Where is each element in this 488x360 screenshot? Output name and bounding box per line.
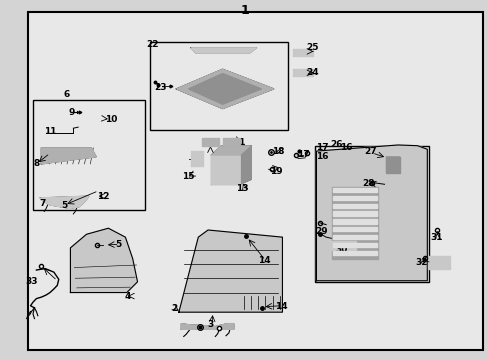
Text: 2: 2	[170, 304, 177, 313]
Text: 23: 23	[154, 83, 167, 92]
Text: 10: 10	[104, 115, 117, 124]
Polygon shape	[385, 157, 399, 173]
Polygon shape	[427, 256, 449, 269]
Text: 14: 14	[257, 256, 270, 265]
Text: 5: 5	[61, 201, 67, 210]
Polygon shape	[332, 243, 376, 247]
Text: 26: 26	[330, 140, 343, 149]
Polygon shape	[179, 230, 282, 312]
Text: 9: 9	[68, 108, 75, 117]
Text: 3: 3	[207, 320, 213, 329]
Polygon shape	[191, 48, 256, 53]
Text: 24: 24	[305, 68, 318, 77]
Bar	[33, 100, 144, 210]
Text: 11: 11	[43, 127, 56, 136]
Text: 28: 28	[362, 179, 374, 188]
Text: 8: 8	[33, 159, 40, 168]
Polygon shape	[211, 155, 241, 184]
Text: 14: 14	[274, 302, 286, 311]
Bar	[149, 42, 287, 130]
Polygon shape	[292, 69, 312, 76]
Polygon shape	[292, 49, 312, 56]
Text: 27: 27	[364, 147, 376, 156]
Polygon shape	[331, 187, 377, 258]
Text: 15: 15	[182, 172, 194, 181]
Text: 31: 31	[429, 233, 442, 242]
Text: 1: 1	[240, 4, 248, 17]
Polygon shape	[40, 196, 89, 208]
Polygon shape	[241, 146, 251, 184]
Polygon shape	[325, 241, 356, 249]
Text: 12: 12	[97, 192, 109, 201]
Polygon shape	[332, 251, 376, 255]
Text: 29: 29	[314, 227, 327, 236]
Polygon shape	[332, 219, 376, 224]
Polygon shape	[176, 69, 273, 109]
Text: 20: 20	[204, 140, 216, 149]
Polygon shape	[191, 152, 203, 166]
Text: 33: 33	[26, 277, 38, 286]
Text: 13: 13	[235, 184, 248, 193]
Text: 17: 17	[296, 150, 308, 159]
Bar	[314, 146, 428, 282]
Text: 4: 4	[124, 292, 131, 301]
Text: 5: 5	[115, 240, 121, 249]
Text: 17: 17	[315, 143, 328, 152]
Polygon shape	[332, 211, 376, 216]
Polygon shape	[70, 228, 137, 293]
Text: 18: 18	[272, 147, 284, 156]
Text: 16: 16	[315, 152, 328, 161]
Text: 16: 16	[340, 143, 352, 152]
Text: 25: 25	[305, 43, 318, 52]
Polygon shape	[332, 227, 376, 231]
Text: 22: 22	[145, 40, 158, 49]
Text: 7: 7	[40, 199, 46, 208]
Polygon shape	[316, 145, 427, 281]
Text: 30: 30	[335, 245, 347, 254]
Polygon shape	[181, 324, 233, 329]
Text: 19: 19	[269, 167, 282, 176]
Polygon shape	[188, 73, 261, 104]
Text: 6: 6	[64, 90, 70, 99]
Polygon shape	[41, 148, 96, 164]
Polygon shape	[332, 203, 376, 208]
Polygon shape	[201, 138, 219, 146]
Polygon shape	[332, 235, 376, 239]
Polygon shape	[332, 188, 376, 192]
Polygon shape	[332, 196, 376, 200]
Polygon shape	[222, 138, 239, 145]
Text: 32: 32	[415, 258, 427, 267]
Text: 21: 21	[233, 138, 245, 147]
Polygon shape	[211, 146, 251, 155]
